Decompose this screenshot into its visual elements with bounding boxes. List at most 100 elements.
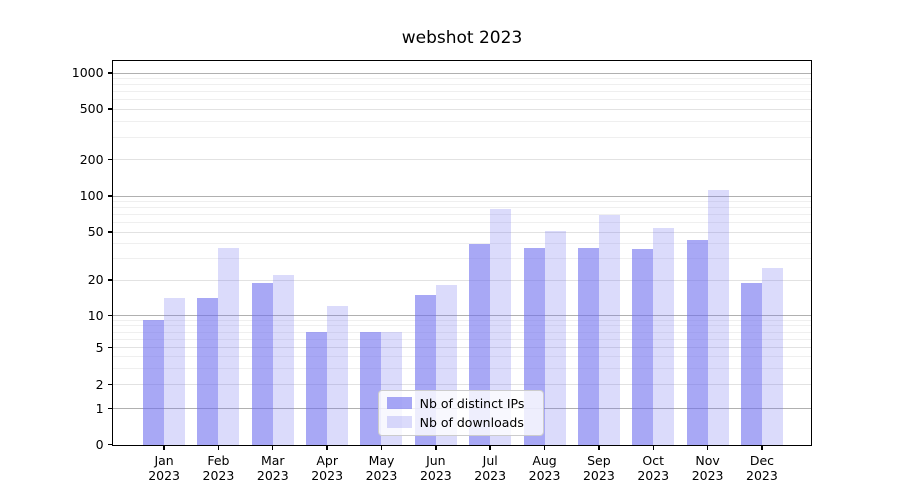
bar-ips-jan <box>143 320 165 445</box>
gridline-minor <box>112 207 811 209</box>
x-tick-label: Jul 2023 <box>474 452 507 484</box>
bar-downloads-feb <box>218 247 240 445</box>
gridline <box>112 279 811 281</box>
bar-ips-oct <box>632 249 654 445</box>
y-tick-label: 10 <box>87 307 104 323</box>
gridline-minor <box>112 91 811 93</box>
y-tick-label: 500 <box>79 101 104 117</box>
chart-title: webshot 2023 <box>401 28 523 48</box>
x-tick-mark <box>380 444 383 450</box>
y-tick-mark <box>107 314 113 317</box>
gridline-minor <box>112 136 811 138</box>
y-tick-mark <box>107 72 113 74</box>
y-tick-mark <box>107 383 113 386</box>
x-tick-mark <box>217 444 220 450</box>
x-tick-mark <box>163 444 165 450</box>
x-tick-mark <box>326 444 328 450</box>
gridline-minor <box>112 325 811 327</box>
legend-swatch-distinct-ips-icon <box>386 397 412 410</box>
gridline-minor <box>112 258 811 260</box>
gridline-major <box>112 72 811 74</box>
x-tick-label: Sep 2023 <box>582 452 615 484</box>
legend-label-downloads: Nb of downloads <box>419 414 524 430</box>
gridline-minor <box>112 222 811 224</box>
gridline <box>112 384 811 386</box>
gridline-minor <box>112 367 811 369</box>
gridline-minor <box>112 99 811 101</box>
bar-ips-dec <box>740 282 762 445</box>
x-tick-label: Nov 2023 <box>691 452 724 484</box>
legend-swatch-downloads-icon <box>386 416 412 429</box>
y-tick-label: 1000 <box>71 65 104 81</box>
y-tick-mark <box>107 407 113 410</box>
x-tick-label: Mar 2023 <box>256 452 289 484</box>
bar-downloads-oct <box>653 228 675 445</box>
x-tick-label: May 2023 <box>365 452 398 484</box>
bar-ips-apr <box>306 332 328 445</box>
bar-downloads-mar <box>272 275 294 445</box>
bar-downloads-sep <box>598 215 620 445</box>
gridline-minor <box>112 201 811 203</box>
gridline-minor <box>112 331 811 333</box>
bar-downloads-dec <box>761 268 783 445</box>
y-tick-label: 200 <box>79 151 104 167</box>
y-tick-label: 1 <box>95 400 104 416</box>
gridline <box>112 159 811 161</box>
x-tick-mark <box>272 444 274 450</box>
y-tick-label: 20 <box>87 272 104 288</box>
y-tick-mark <box>107 108 113 110</box>
legend: Nb of distinct IPs Nb of downloads <box>377 389 544 436</box>
bar-ips-nov <box>686 239 708 445</box>
bar-ips-sep <box>577 247 599 445</box>
y-tick-mark <box>107 158 113 161</box>
gridline-minor <box>112 243 811 245</box>
x-tick-mark <box>706 444 709 450</box>
bar-downloads-jan <box>164 298 186 445</box>
legend-item-downloads: Nb of downloads <box>386 414 535 430</box>
y-tick-mark <box>107 279 113 281</box>
x-tick-label: Jan 2023 <box>148 452 180 484</box>
x-tick-label: Oct 2023 <box>637 452 670 484</box>
plot-area: 0 1 2 5 10 20 50 100 200 500 1000 Jan 2023 Feb 2023 M… <box>72 59 812 483</box>
gridline-major <box>112 315 811 317</box>
gridline <box>112 108 811 110</box>
x-tick-label: Feb 2023 <box>202 452 235 484</box>
y-tick-label: 5 <box>95 339 104 355</box>
bar-ips-feb <box>197 298 219 445</box>
x-tick-mark <box>435 444 437 450</box>
x-tick-label: Dec 2023 <box>746 452 778 484</box>
x-tick-label: Apr 2023 <box>311 452 344 484</box>
bar-ips-mar <box>251 282 273 445</box>
y-tick-mark <box>107 443 113 446</box>
x-tick-label: Jun 2023 <box>419 452 452 484</box>
gridline-minor <box>112 356 811 358</box>
gridline <box>112 347 811 349</box>
x-tick-mark <box>543 444 546 450</box>
bar-downloads-aug <box>544 231 566 445</box>
gridline <box>112 231 811 233</box>
gridline-minor <box>112 214 811 216</box>
gridline-minor <box>112 338 811 340</box>
y-tick-label: 0 <box>95 436 104 452</box>
bar-downloads-nov <box>707 190 729 445</box>
x-tick-label: Aug 2023 <box>528 452 561 484</box>
legend-item-distinct-ips: Nb of distinct IPs <box>386 395 535 411</box>
gridline-minor <box>112 78 811 80</box>
y-tick-mark <box>107 346 113 349</box>
bar-ips-may <box>360 332 382 445</box>
gridline-minor <box>112 120 811 122</box>
y-tick-label: 50 <box>87 224 104 240</box>
x-tick-mark <box>489 444 491 450</box>
x-tick-mark <box>761 444 763 450</box>
y-tick-label: 2 <box>95 376 104 392</box>
x-tick-mark <box>598 444 600 450</box>
x-tick-mark <box>652 444 654 450</box>
y-tick-label: 100 <box>79 188 104 204</box>
gridline-minor <box>112 319 811 321</box>
legend-label-distinct-ips: Nb of distinct IPs <box>419 395 525 411</box>
bar-downloads-apr <box>327 306 349 445</box>
y-tick-mark <box>107 195 113 197</box>
bar-downloads-jul <box>490 208 512 445</box>
y-tick-mark <box>107 231 113 233</box>
